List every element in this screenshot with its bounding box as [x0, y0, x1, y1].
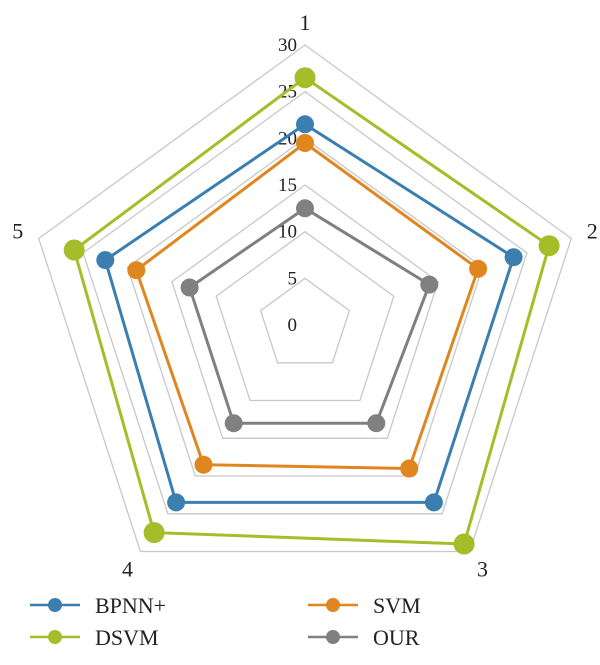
- series-line-svm: [134, 141, 480, 471]
- tick-label-5: 5: [288, 268, 298, 289]
- series-svm: [127, 134, 488, 478]
- series-layer: [63, 67, 560, 555]
- series-line-our: [187, 206, 432, 425]
- grid-ring-20: [126, 137, 484, 477]
- grid-ring-5: [259, 277, 351, 364]
- series-line-bpnn: [103, 122, 516, 504]
- legend-label-svm: SVM: [373, 593, 421, 618]
- grid-ring-30: [37, 44, 573, 553]
- legend-item-bpnn: BPNN+: [30, 593, 166, 618]
- legend-item-dsvm: DSVM: [30, 625, 159, 650]
- data-point-svm-2: [469, 259, 488, 278]
- legend-label-dsvm: DSVM: [95, 625, 159, 650]
- legend-item-our: OUR: [308, 625, 420, 650]
- data-point-svm-5: [127, 261, 146, 280]
- grid-ring-10: [215, 230, 395, 402]
- data-point-bpnn-5: [96, 251, 115, 270]
- data-point-dsvm-3: [453, 533, 475, 555]
- legend-label-bpnn: BPNN+: [95, 593, 166, 618]
- radar-grid: [37, 44, 573, 553]
- data-point-our-4: [224, 414, 243, 433]
- tick-label-0: 0: [288, 315, 298, 336]
- data-point-dsvm-2: [538, 235, 560, 257]
- data-point-dsvm-1: [294, 67, 316, 89]
- data-point-our-1: [296, 199, 314, 218]
- data-point-our-2: [420, 275, 439, 294]
- tick-label-30: 30: [278, 35, 297, 56]
- legend-marker-svm: [326, 598, 340, 612]
- data-point-bpnn-1: [296, 115, 314, 134]
- series-dsvm: [63, 67, 560, 555]
- legend-label-our: OUR: [373, 625, 420, 650]
- data-point-bpnn-2: [504, 248, 523, 267]
- data-point-bpnn-4: [167, 493, 186, 512]
- data-point-dsvm-5: [63, 239, 85, 261]
- axis-label-5: 5: [12, 219, 23, 244]
- data-point-bpnn-3: [424, 493, 443, 512]
- legend-marker-our: [326, 630, 340, 644]
- axis-label-4: 4: [122, 556, 133, 581]
- axis-label-2: 2: [587, 219, 598, 244]
- grid-ring-15: [171, 184, 439, 439]
- legend-marker-bpnn: [48, 598, 62, 612]
- legend: BPNN+ SVM DSVM OUR: [30, 593, 421, 650]
- series-our: [180, 199, 439, 433]
- axis-labels: 1 2 3 4 5: [12, 10, 597, 581]
- series-line-dsvm: [72, 75, 551, 546]
- axis-label-1: 1: [300, 10, 311, 35]
- tick-label-15: 15: [278, 175, 297, 196]
- legend-marker-dsvm: [48, 630, 62, 644]
- legend-item-svm: SVM: [308, 593, 421, 618]
- data-point-our-5: [180, 278, 199, 297]
- series-bpnn: [96, 115, 523, 512]
- data-point-dsvm-4: [143, 522, 165, 544]
- data-point-svm-1: [296, 134, 314, 152]
- axis-label-3: 3: [477, 556, 488, 581]
- data-point-svm-4: [194, 455, 213, 474]
- tick-label-10: 10: [278, 222, 297, 243]
- data-point-svm-3: [400, 459, 419, 478]
- grid-ring-25: [82, 90, 528, 515]
- data-point-our-3: [367, 414, 386, 433]
